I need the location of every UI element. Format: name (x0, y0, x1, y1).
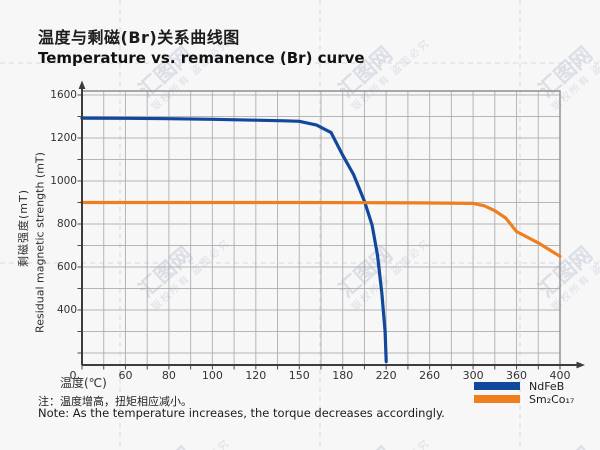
title-chinese: 温度与剩磁(Br)关系曲线图 (38, 28, 240, 47)
x-axis-arrow-icon (576, 361, 585, 369)
legend-label-sm2co17: Sm₂Co₁₇ (529, 392, 575, 406)
x-tick-label: 360 (506, 369, 528, 382)
curve-ndfeb (80, 116, 388, 364)
plot-border (82, 90, 561, 365)
x-tick-label: 180 (332, 369, 354, 382)
legend-label-ndfeb: NdFeB (529, 379, 565, 393)
svg-text:汇图网: 汇图网 (334, 442, 397, 450)
x-tick-label: 300 (462, 369, 484, 382)
x-tick-label: 100 (201, 369, 223, 382)
x-axis-title: 温度(℃) (60, 376, 107, 390)
svg-text:版权所有 盗图必究: 版权所有 盗图必究 (349, 436, 433, 450)
sm2co17-color-swatch (474, 395, 520, 403)
note-english: Note: As the temperature increases, the … (38, 406, 445, 420)
y-axis-tick-labels: 1600 1200 1000 800 600 400 (44, 0, 77, 450)
page-title: 温度与剩磁(Br)关系曲线图 Temperature vs. remanence… (38, 27, 365, 69)
x-tick-label: 400 (549, 369, 571, 382)
y-axis-arrow-icon (78, 80, 86, 89)
x-tick-label: 220 (375, 369, 397, 382)
ndfeb-color-swatch (474, 382, 520, 390)
y-axis-title-chinese: 剩磁强度(mT) (17, 188, 30, 268)
y-tick-label: 800 (56, 218, 77, 230)
svg-text:汇图网: 汇图网 (534, 442, 597, 450)
x-tick-label: 80 (161, 369, 176, 382)
y-tick-label: 1600 (50, 89, 77, 101)
x-tick-label: 0 (69, 369, 77, 382)
title-english: Temperature vs. remanence (Br) curve (38, 49, 365, 67)
y-tick-label: 1000 (50, 175, 77, 187)
y-tick-label: 1200 (50, 132, 77, 144)
x-tick-label: 120 (245, 369, 267, 382)
x-axis-tick-labels: 0 60 80 100 120 150 180 220 260 300 360 400 (0, 369, 600, 383)
svg-text:汇图网: 汇图网 (134, 442, 197, 450)
note-chinese: 注：温度增高，扭矩相应减小。 (38, 395, 192, 408)
y-tick-label: 600 (56, 261, 77, 273)
curve-smco (80, 200, 562, 258)
x-tick-label: 150 (288, 369, 310, 382)
x-tick-label: 60 (118, 369, 133, 382)
legend: NdFeB Sm₂Co₁₇ (474, 380, 574, 406)
x-tick-label: 260 (419, 369, 441, 382)
legend-item-sm2co17: Sm₂Co₁₇ (474, 392, 575, 406)
y-tick-label: 400 (56, 304, 77, 316)
svg-text:版权所有 盗图必究: 版权所有 盗图必究 (149, 436, 233, 450)
legend-item-ndfeb: NdFeB (474, 379, 574, 393)
